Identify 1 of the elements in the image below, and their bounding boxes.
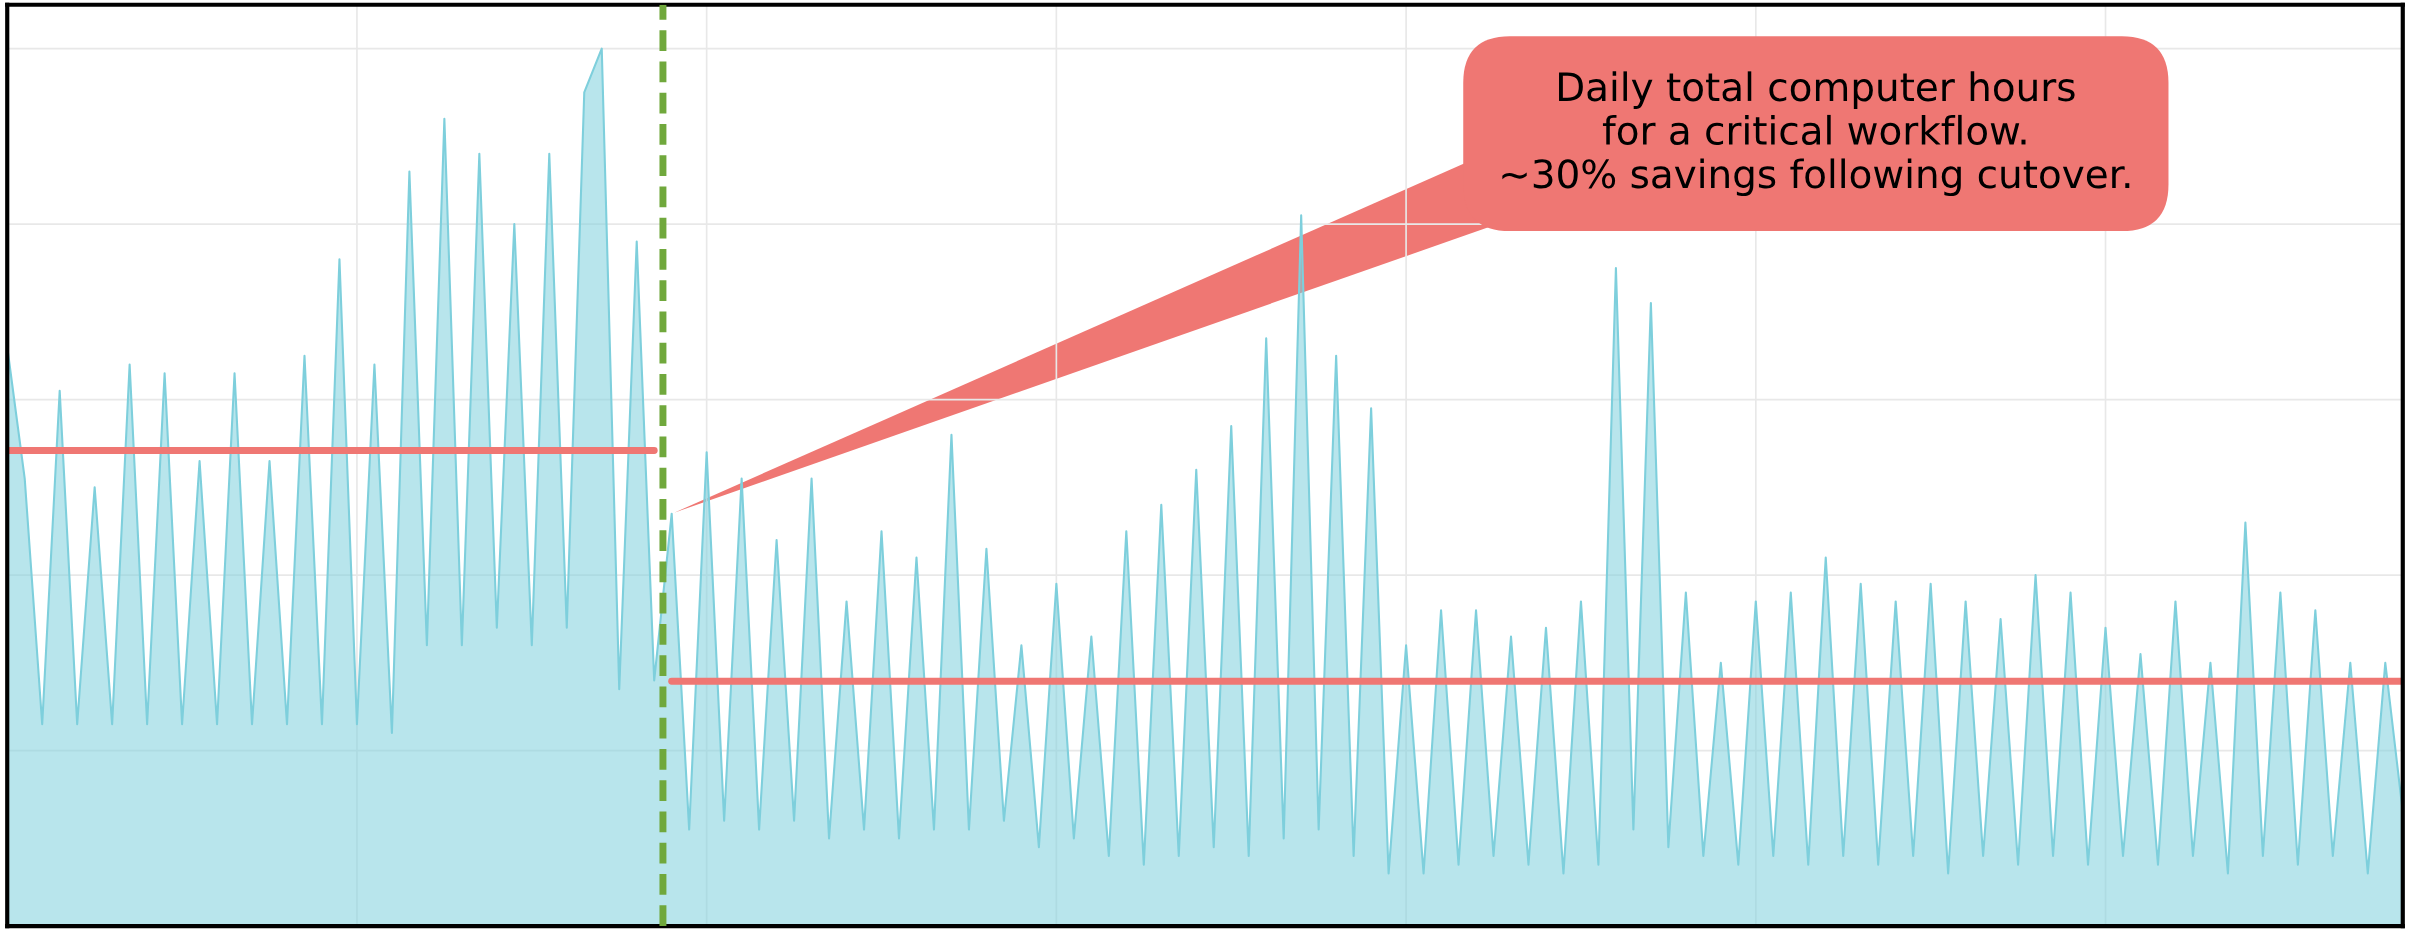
annotation: Daily total computer hours for a critical workflow. ~30% savings following cutover. xyxy=(1502,71,2130,197)
